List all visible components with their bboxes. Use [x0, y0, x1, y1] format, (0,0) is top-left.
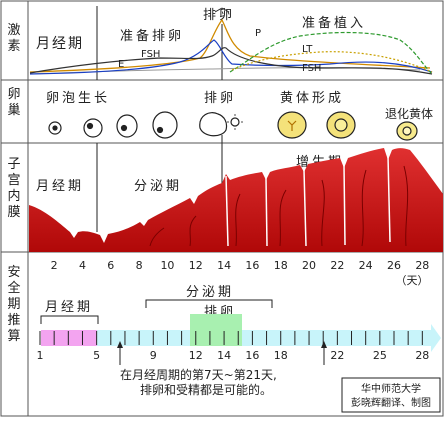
row-label-hormones: 激素 [7, 23, 20, 54]
p-curve [229, 31, 433, 75]
endometrium-menstrual-label: 月经期 [36, 179, 84, 194]
menstrual-segment [41, 330, 97, 346]
safe-secretory-label: 分泌期 [186, 285, 234, 300]
day-axis-unit: （天） [396, 274, 429, 287]
timeline-day-12: 12 [189, 349, 203, 362]
fertility-note-line-1: 在月经周期的第7天~第21天, [120, 367, 277, 382]
credit-line-1: 华中师范大学 [361, 382, 421, 395]
hormone-menstrual-label: 月经期 [36, 36, 84, 52]
day-tick-22: 22 [330, 259, 344, 272]
day-tick-24: 24 [359, 259, 373, 272]
timeline-day-28: 28 [415, 349, 429, 362]
day-tick-10: 10 [160, 259, 174, 272]
day-tick-8: 8 [136, 259, 143, 272]
hormone-ovulation-label: 排卵 [203, 8, 235, 23]
follicle-2-icon [83, 118, 103, 138]
fertility-note-line-2: 排卵和受精都是可能的。 [140, 382, 272, 397]
timeline-day-14: 14 [217, 349, 231, 362]
fsh-curve-label: FSH [141, 49, 160, 60]
timeline-day-25: 25 [373, 349, 387, 362]
day-tick-16: 16 [245, 259, 259, 272]
day-tick-2: 2 [51, 259, 58, 272]
day-tick-14: 14 [217, 259, 231, 272]
e-curve-label: E [118, 59, 124, 70]
regressing-luteum-label: 退化黄体 [385, 107, 433, 121]
lt-curve-label: LT [302, 44, 313, 55]
released-egg-icon [230, 117, 240, 127]
day-tick-6: 6 [107, 259, 114, 272]
endometrium-panel: 月经期 分泌期 增生期 [29, 135, 443, 252]
fsh-late-label: FSH [302, 63, 321, 74]
fsh-curve [29, 47, 433, 75]
ovary-ovulation-label: 排卵 [204, 91, 236, 106]
timeline-day-18: 18 [274, 349, 288, 362]
row-label-endometrium: 子宫内膜 [7, 157, 20, 220]
day-tick-18: 18 [274, 259, 288, 272]
timeline-day-16: 16 [245, 349, 259, 362]
credit-box [341, 377, 441, 413]
day-tick-26: 26 [387, 259, 401, 272]
day-tick-28: 28 [415, 259, 429, 272]
safe-menstrual-label: 月经期 [45, 300, 93, 315]
lh-curve [29, 18, 431, 73]
timeline-day-1: 1 [37, 349, 44, 362]
row-label-ovary: 卵巢 [7, 87, 20, 118]
follicle-growth-label: 卵泡生长 [46, 91, 110, 106]
credit-line-2: 彭晓辉翻译、制图 [351, 396, 431, 409]
endometrium-tissue [29, 148, 443, 252]
follicle-3-icon [116, 114, 138, 138]
day-tick-20: 20 [302, 259, 316, 272]
hormone-preparing-implant-label: 准备植入 [302, 15, 366, 31]
day-tick-4: 4 [79, 259, 86, 272]
e-curve [29, 39, 433, 75]
timeline-day-9: 9 [150, 349, 157, 362]
row-label-safe-period: 安全期推算 [7, 265, 20, 344]
p-curve-label: P [255, 28, 261, 39]
hormone-preparing-ovulation-label: 准备排卵 [120, 28, 184, 44]
ovulating-follicle-icon [199, 112, 228, 137]
corpus-luteum-forming-label: 黄体形成 [280, 91, 344, 106]
timeline-day-5: 5 [93, 349, 100, 362]
endometrium-secretory-label: 分泌期 [134, 179, 182, 194]
hormone-panel: 月经期 准备排卵 排卵 准备植入 E FSH P LT FSH [29, 6, 433, 80]
safe-period-panel: 月经期 分泌期 排卵 1 5 9 12 14 16 18 22 25 28 在月经周期的第7天~第… [37, 285, 441, 413]
day-axis: 2 4 6 8 10 12 14 16 18 20 22 24 26 28 [51, 259, 430, 272]
day-tick-12: 12 [189, 259, 203, 272]
ovary-panel: 卵泡生长 排卵 黄体形成 退化黄体 [46, 91, 433, 141]
timeline-day-22: 22 [330, 349, 344, 362]
lt-curve [231, 51, 433, 73]
follicle-4-icon [152, 111, 178, 139]
ovulation-window [190, 314, 242, 346]
